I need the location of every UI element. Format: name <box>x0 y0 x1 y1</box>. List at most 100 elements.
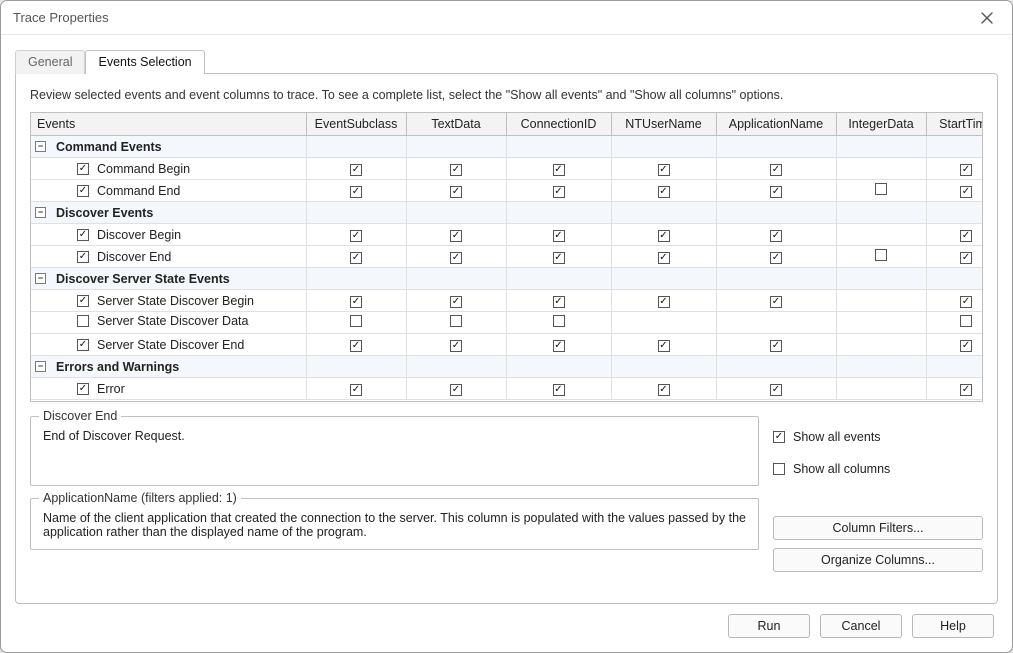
show-all-events-label: Show all events <box>793 430 881 444</box>
show-all-columns-row: Show all columns <box>773 462 983 476</box>
cell-checkbox[interactable] <box>875 249 887 261</box>
cell-checkbox[interactable] <box>658 296 670 308</box>
row-checkbox[interactable] <box>77 383 89 395</box>
group-label: Errors and Warnings <box>56 360 179 374</box>
cell-checkbox[interactable] <box>553 164 565 176</box>
col-applicationname[interactable]: ApplicationName <box>716 113 836 135</box>
cell-checkbox[interactable] <box>350 384 362 396</box>
close-icon[interactable] <box>970 5 1004 31</box>
col-ntusername[interactable]: NTUserName <box>611 113 716 135</box>
cell-checkbox[interactable] <box>450 186 462 198</box>
organize-columns-button[interactable]: Organize Columns... <box>773 548 983 572</box>
cell-checkbox[interactable] <box>450 384 462 396</box>
run-button[interactable]: Run <box>728 614 810 638</box>
cell-checkbox[interactable] <box>770 230 782 242</box>
event-description-text: End of Discover Request. <box>43 429 748 443</box>
row-checkbox[interactable] <box>77 251 89 263</box>
cell-checkbox[interactable] <box>553 315 565 327</box>
cell-checkbox[interactable] <box>450 315 462 327</box>
event-label: Error <box>97 382 125 396</box>
cell-checkbox[interactable] <box>553 252 565 264</box>
events-selection-panel: Review selected events and event columns… <box>15 73 998 604</box>
cell-checkbox[interactable] <box>450 252 462 264</box>
cell-checkbox[interactable] <box>553 186 565 198</box>
cell-checkbox[interactable] <box>770 252 782 264</box>
cell-checkbox[interactable] <box>450 230 462 242</box>
events-grid-container[interactable]: Events EventSubclass TextData Connection… <box>30 112 983 402</box>
lower-area: Discover End End of Discover Request. Ap… <box>30 416 983 572</box>
cell-checkbox[interactable] <box>960 296 972 308</box>
cell-checkbox[interactable] <box>450 164 462 176</box>
cell-checkbox[interactable] <box>960 315 972 327</box>
col-connectionid[interactable]: ConnectionID <box>506 113 611 135</box>
cell-checkbox[interactable] <box>960 186 972 198</box>
cell-checkbox[interactable] <box>960 384 972 396</box>
event-row: Server State Discover Data <box>31 311 983 333</box>
column-filters-button[interactable]: Column Filters... <box>773 516 983 540</box>
column-description-box: ApplicationName (filters applied: 1) Nam… <box>30 498 759 550</box>
cell-checkbox[interactable] <box>350 186 362 198</box>
expander-icon[interactable]: − <box>35 207 46 218</box>
row-checkbox[interactable] <box>77 229 89 241</box>
cell-checkbox[interactable] <box>770 340 782 352</box>
cell-checkbox[interactable] <box>770 384 782 396</box>
row-checkbox[interactable] <box>77 339 89 351</box>
group-row: − Errors and Warnings <box>31 355 983 377</box>
group-label: Discover Server State Events <box>56 272 230 286</box>
cell-checkbox[interactable] <box>350 252 362 264</box>
col-eventsubclass[interactable]: EventSubclass <box>306 113 406 135</box>
cell-checkbox[interactable] <box>770 186 782 198</box>
show-all-columns-checkbox[interactable] <box>773 463 785 475</box>
cell-checkbox[interactable] <box>350 315 362 327</box>
cell-checkbox[interactable] <box>450 296 462 308</box>
show-all-events-checkbox[interactable] <box>773 431 785 443</box>
cell-checkbox[interactable] <box>450 340 462 352</box>
event-label: Server State Discover Data <box>97 314 248 328</box>
event-label: Server State Discover Begin <box>97 294 254 308</box>
cell-checkbox[interactable] <box>960 340 972 352</box>
cell-checkbox[interactable] <box>658 186 670 198</box>
cell-checkbox[interactable] <box>553 384 565 396</box>
cell-checkbox[interactable] <box>350 340 362 352</box>
grid-header-row: Events EventSubclass TextData Connection… <box>31 113 983 135</box>
expander-icon[interactable]: − <box>35 273 46 284</box>
cell-checkbox[interactable] <box>553 296 565 308</box>
col-textdata[interactable]: TextData <box>406 113 506 135</box>
help-button[interactable]: Help <box>912 614 994 638</box>
cell-checkbox[interactable] <box>875 183 887 195</box>
tab-strip: General Events Selection <box>15 49 998 73</box>
col-starttime[interactable]: StartTime <box>926 113 983 135</box>
events-grid: Events EventSubclass TextData Connection… <box>31 113 983 400</box>
trace-properties-window: Trace Properties General Events Selectio… <box>0 0 1013 653</box>
cancel-button[interactable]: Cancel <box>820 614 902 638</box>
cell-checkbox[interactable] <box>960 164 972 176</box>
cell-checkbox[interactable] <box>770 296 782 308</box>
cell-checkbox[interactable] <box>770 164 782 176</box>
cell-checkbox[interactable] <box>658 230 670 242</box>
cell-checkbox[interactable] <box>350 164 362 176</box>
group-row: − Command Events <box>31 135 983 157</box>
cell-checkbox[interactable] <box>658 164 670 176</box>
row-checkbox[interactable] <box>77 163 89 175</box>
row-checkbox[interactable] <box>77 315 89 327</box>
event-row: Server State Discover End <box>31 333 983 355</box>
col-integerdata[interactable]: IntegerData <box>836 113 926 135</box>
expander-icon[interactable]: − <box>35 141 46 152</box>
expander-icon[interactable]: − <box>35 361 46 372</box>
tab-events-selection[interactable]: Events Selection <box>85 50 204 74</box>
cell-checkbox[interactable] <box>658 252 670 264</box>
row-checkbox[interactable] <box>77 185 89 197</box>
cell-checkbox[interactable] <box>658 340 670 352</box>
cell-checkbox[interactable] <box>553 230 565 242</box>
col-events[interactable]: Events <box>31 113 306 135</box>
cell-checkbox[interactable] <box>350 230 362 242</box>
tab-general[interactable]: General <box>15 50 85 74</box>
cell-checkbox[interactable] <box>658 384 670 396</box>
column-description-text: Name of the client application that crea… <box>43 511 748 539</box>
cell-checkbox[interactable] <box>350 296 362 308</box>
event-description-title: Discover End <box>39 409 121 423</box>
row-checkbox[interactable] <box>77 295 89 307</box>
cell-checkbox[interactable] <box>960 230 972 242</box>
cell-checkbox[interactable] <box>553 340 565 352</box>
cell-checkbox[interactable] <box>960 252 972 264</box>
